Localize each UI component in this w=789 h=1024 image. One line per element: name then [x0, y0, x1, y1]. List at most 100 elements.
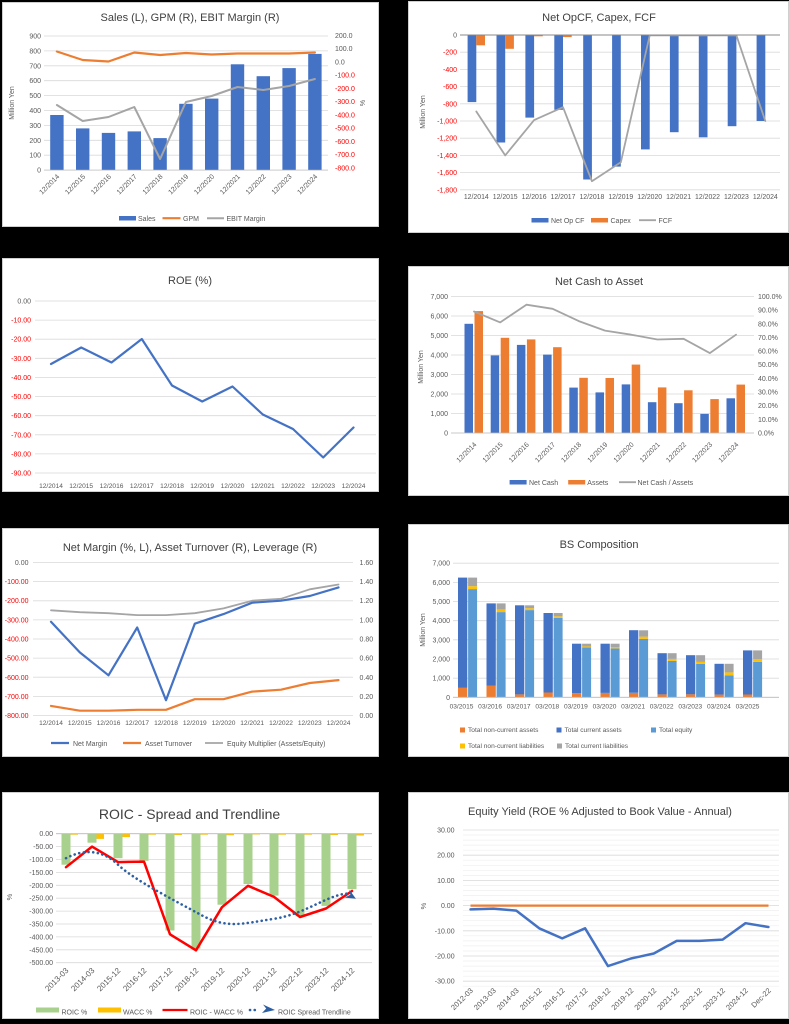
svg-text:12/2017: 12/2017 — [551, 194, 576, 201]
svg-text:12/2014: 12/2014 — [464, 194, 489, 201]
svg-text:12/2020: 12/2020 — [637, 194, 662, 201]
svg-text:2021-12: 2021-12 — [251, 966, 279, 994]
svg-text:12/2016: 12/2016 — [522, 194, 547, 201]
svg-text:12/2024: 12/2024 — [718, 441, 741, 464]
svg-text:10.0%: 10.0% — [758, 417, 778, 424]
svg-text:3,000: 3,000 — [430, 372, 448, 379]
svg-text:03/2021: 03/2021 — [621, 704, 645, 711]
svg-text:Net Cash: Net Cash — [529, 480, 558, 487]
svg-text:Million Yen: Million Yen — [420, 95, 427, 129]
svg-text:600: 600 — [29, 78, 41, 85]
svg-text:10.00: 10.00 — [437, 878, 455, 885]
svg-text:12/2018: 12/2018 — [160, 483, 184, 490]
svg-text:12/2015: 12/2015 — [493, 194, 518, 201]
svg-text:2018-12: 2018-12 — [173, 966, 201, 994]
svg-text:70.0%: 70.0% — [758, 335, 778, 342]
svg-text:0.00: 0.00 — [15, 560, 29, 567]
svg-text:100: 100 — [29, 153, 41, 160]
svg-text:2013-03: 2013-03 — [43, 966, 71, 994]
svg-text:EBIT Margin: EBIT Margin — [227, 216, 266, 223]
svg-text:12/2020: 12/2020 — [613, 441, 636, 464]
svg-text:2016-12: 2016-12 — [121, 966, 149, 994]
svg-text:-300.00: -300.00 — [5, 617, 29, 624]
svg-text:03/2015: 03/2015 — [450, 704, 474, 711]
svg-text:FCF: FCF — [659, 218, 673, 225]
svg-text:-500.0: -500.0 — [335, 126, 355, 133]
svg-text:12/2014: 12/2014 — [38, 173, 61, 196]
svg-text:Net Margin (%, L), Asset Turno: Net Margin (%, L), Asset Turnover (R), L… — [63, 542, 317, 554]
svg-text:BS Composition: BS Composition — [560, 539, 639, 551]
svg-text:2019-12: 2019-12 — [199, 966, 227, 994]
svg-text:-1,000: -1,000 — [437, 119, 457, 126]
svg-text:0: 0 — [446, 695, 450, 702]
svg-text:0.00: 0.00 — [360, 713, 374, 720]
svg-text:12/2014: 12/2014 — [39, 720, 63, 727]
svg-text:7,000: 7,000 — [432, 561, 450, 568]
svg-text:12/2024: 12/2024 — [342, 483, 366, 490]
svg-text:12/2017: 12/2017 — [125, 720, 149, 727]
svg-text:Total non-current assets: Total non-current assets — [468, 727, 539, 734]
svg-text:-1,200: -1,200 — [437, 136, 457, 143]
svg-text:12/2022: 12/2022 — [269, 720, 293, 727]
svg-text:12/2017: 12/2017 — [130, 483, 154, 490]
svg-text:Equity Multiplier (Assets/Equi: Equity Multiplier (Assets/Equity) — [227, 741, 325, 748]
svg-text:03/2023: 03/2023 — [678, 704, 702, 711]
svg-text:Asset Turnover: Asset Turnover — [145, 741, 193, 748]
svg-text:2022-12: 2022-12 — [678, 986, 704, 1012]
svg-text:30.00: 30.00 — [437, 828, 455, 835]
svg-text:2014-03: 2014-03 — [69, 966, 97, 994]
svg-text:2023-12: 2023-12 — [701, 986, 727, 1012]
svg-text:1.60: 1.60 — [360, 560, 374, 567]
svg-text:0: 0 — [37, 168, 41, 175]
svg-text:WACC %: WACC % — [123, 1010, 152, 1017]
svg-text:-600: -600 — [443, 84, 457, 91]
svg-text:Total current assets: Total current assets — [565, 727, 623, 734]
svg-text:1.40: 1.40 — [360, 579, 374, 586]
svg-text:0.00: 0.00 — [39, 831, 53, 838]
svg-text:12/2019: 12/2019 — [183, 720, 207, 727]
svg-text:2020-12: 2020-12 — [632, 986, 658, 1012]
svg-text:2015-12: 2015-12 — [95, 966, 123, 994]
svg-text:03/2022: 03/2022 — [650, 704, 674, 711]
svg-text:400: 400 — [29, 108, 41, 115]
svg-text:-150.00: -150.00 — [29, 870, 53, 877]
svg-text:Equity Yield (ROE % Adjusted t: Equity Yield (ROE % Adjusted to Book Val… — [468, 806, 732, 818]
svg-text:12/2021: 12/2021 — [219, 173, 242, 196]
svg-text:12/2016: 12/2016 — [90, 173, 113, 196]
svg-text:100.0%: 100.0% — [758, 294, 782, 301]
svg-text:300: 300 — [29, 123, 41, 130]
svg-text:Total current liabilities: Total current liabilities — [565, 743, 629, 750]
svg-text:200: 200 — [29, 138, 41, 145]
svg-text:12/2023: 12/2023 — [691, 441, 714, 464]
svg-text:-600.00: -600.00 — [5, 675, 29, 682]
svg-text:-70.00: -70.00 — [11, 432, 31, 439]
svg-text:2022-12: 2022-12 — [277, 966, 305, 994]
svg-text:Net Cash to Asset: Net Cash to Asset — [555, 276, 643, 288]
svg-text:-300.0: -300.0 — [335, 99, 355, 106]
svg-text:12/2015: 12/2015 — [64, 173, 87, 196]
svg-text:12/2015: 12/2015 — [68, 720, 92, 727]
svg-text:12/2022: 12/2022 — [281, 483, 305, 490]
svg-text:-200.00: -200.00 — [29, 883, 53, 890]
svg-text:Capex: Capex — [611, 218, 632, 225]
svg-text:0: 0 — [453, 33, 457, 40]
svg-text:%: % — [5, 893, 14, 900]
svg-text:12/2024: 12/2024 — [296, 173, 319, 196]
svg-text:%: % — [419, 902, 428, 909]
svg-text:90.0%: 90.0% — [758, 308, 778, 315]
svg-text:-800.0: -800.0 — [335, 165, 355, 172]
svg-text:-700.00: -700.00 — [5, 694, 29, 701]
svg-text:03/2025: 03/2025 — [736, 704, 760, 711]
svg-text:12/2024: 12/2024 — [327, 720, 351, 727]
svg-text:2019-12: 2019-12 — [609, 986, 635, 1012]
svg-text:-10.00: -10.00 — [435, 928, 455, 935]
svg-text:12/2021: 12/2021 — [639, 441, 662, 464]
svg-text:12/2022: 12/2022 — [695, 194, 720, 201]
svg-text:12/2021: 12/2021 — [666, 194, 691, 201]
svg-text:12/2022: 12/2022 — [665, 441, 688, 464]
svg-text:03/2017: 03/2017 — [507, 704, 531, 711]
svg-text:12/2024: 12/2024 — [753, 194, 778, 201]
svg-text:12/2023: 12/2023 — [311, 483, 335, 490]
svg-text:-80.00: -80.00 — [11, 451, 31, 458]
svg-text:-200: -200 — [443, 50, 457, 57]
